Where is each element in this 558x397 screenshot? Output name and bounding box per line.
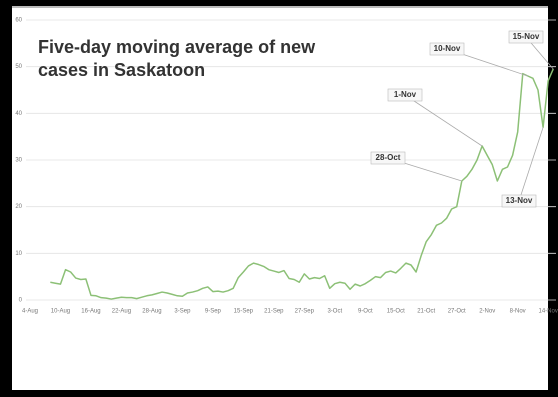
x-tick-label: 3-Oct xyxy=(327,309,342,315)
callout-box xyxy=(501,194,537,208)
y-tick-label: 0 xyxy=(19,298,23,304)
annotation: 1-Nov xyxy=(394,90,417,99)
y-tick-label: 40 xyxy=(15,111,22,117)
x-tick-label: 9-Oct xyxy=(358,309,373,315)
callout-box xyxy=(387,88,423,102)
x-tick-label: 14-Nov xyxy=(538,309,557,315)
y-tick-label: 10 xyxy=(15,251,22,257)
y-tick-label: 50 xyxy=(15,64,22,70)
x-tick-label: 4-Aug xyxy=(22,309,38,315)
x-tick-label: 21-Oct xyxy=(417,309,435,315)
annotation: 13-Nov xyxy=(506,196,533,205)
y-tick-label: 60 xyxy=(15,18,22,24)
y-tick-label: 20 xyxy=(15,204,22,210)
callout-line xyxy=(518,127,544,202)
annotation: 15-Nov xyxy=(513,32,540,41)
x-tick-label: 3-Sep xyxy=(174,309,191,315)
x-tick-label: 15-Sep xyxy=(234,309,254,315)
line xyxy=(50,68,554,300)
x-tick-label: 16-Aug xyxy=(81,309,100,315)
callout-box xyxy=(508,30,544,44)
x-tick-label: 15-Oct xyxy=(387,309,405,315)
x-tick-label: 2-Nov xyxy=(479,309,495,315)
x-tick-label: 9-Sep xyxy=(205,309,222,315)
annotation: 10-Nov xyxy=(434,44,461,53)
annotation: 28-Oct xyxy=(376,153,401,162)
y-tick-label: 30 xyxy=(15,158,22,164)
x-tick-label: 27-Sep xyxy=(295,309,315,315)
x-tick-label: 27-Oct xyxy=(448,309,466,315)
x-tick-label: 21-Sep xyxy=(264,309,284,315)
x-tick-label: 28-Aug xyxy=(142,309,161,315)
callout-box xyxy=(429,42,465,56)
x-tick-label: 10-Aug xyxy=(51,309,70,315)
x-tick-label: 8-Nov xyxy=(510,309,526,315)
callout-box xyxy=(370,151,406,165)
x-tick-label: 22-Aug xyxy=(112,309,131,315)
chart-title: Five-day moving average of new cases in … xyxy=(38,37,316,80)
callout-line xyxy=(404,94,483,147)
